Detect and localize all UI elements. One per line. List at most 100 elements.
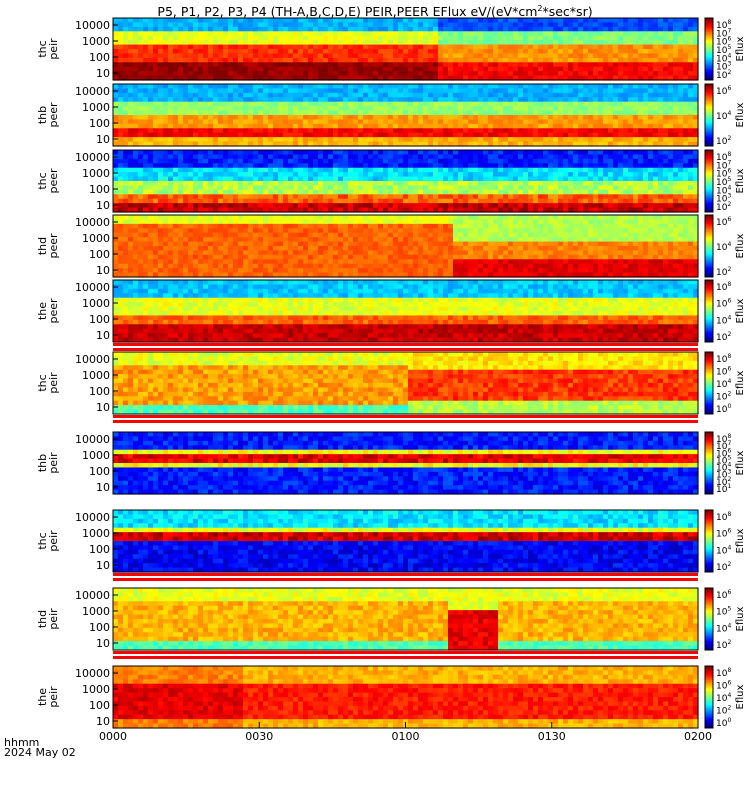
heatmap-cell: [548, 18, 554, 23]
heatmap-cell: [188, 119, 194, 124]
heatmap-cell: [328, 27, 334, 32]
heatmap-cell: [413, 36, 419, 41]
heatmap-cell: [618, 27, 624, 32]
heatmap-cell: [688, 71, 694, 76]
heatmap-cell: [173, 31, 179, 36]
heatmap-cell: [178, 71, 184, 76]
heatmap-cell: [128, 137, 134, 142]
heatmap-cell: [623, 36, 629, 41]
heatmap-cell: [518, 49, 524, 54]
heatmap-cell: [398, 53, 404, 58]
heatmap-cell: [233, 67, 239, 72]
heatmap-cell: [383, 31, 389, 36]
heatmap-cell: [163, 53, 169, 58]
heatmap-cell: [673, 27, 679, 32]
heatmap-cell: [158, 58, 164, 63]
heatmap-cell: [243, 58, 249, 63]
heatmap-cell: [333, 22, 339, 27]
heatmap-cell: [543, 36, 549, 41]
heatmap-cell: [638, 45, 644, 50]
heatmap-cell: [393, 67, 399, 72]
heatmap-cell: [648, 40, 654, 45]
heatmap-cell: [163, 88, 169, 93]
heatmap-cell: [348, 49, 354, 54]
heatmap-cell: [688, 22, 694, 27]
heatmap-cell: [193, 102, 199, 107]
heatmap-cell: [503, 49, 509, 54]
heatmap-cell: [423, 53, 429, 58]
heatmap-cell: [473, 49, 479, 54]
heatmap-cell: [378, 49, 384, 54]
heatmap-cell: [183, 53, 189, 58]
heatmap-cell: [498, 40, 504, 45]
heatmap-cell: [538, 45, 544, 50]
heatmap-cell: [478, 62, 484, 67]
heatmap-cell: [498, 22, 504, 27]
heatmap-cell: [273, 22, 279, 27]
heatmap-cell: [623, 67, 629, 72]
heatmap-cell: [253, 27, 259, 32]
heatmap-cell: [558, 18, 564, 23]
heatmap-cell: [598, 40, 604, 45]
heatmap-cell: [203, 62, 209, 67]
heatmap-cell: [523, 40, 529, 45]
heatmap-cell: [308, 45, 314, 50]
heatmap-cell: [338, 62, 344, 67]
heatmap-cell: [413, 45, 419, 50]
heatmap-cell: [328, 53, 334, 58]
heatmap-cell: [138, 58, 144, 63]
heatmap-cell: [158, 31, 164, 36]
heatmap-cell: [178, 106, 184, 111]
heatmap-cell: [233, 40, 239, 45]
heatmap-cell: [548, 62, 554, 67]
heatmap-cell: [393, 71, 399, 76]
heatmap-cell: [463, 18, 469, 23]
heatmap-cell: [638, 18, 644, 23]
heatmap-cell: [133, 31, 139, 36]
heatmap-cell: [253, 40, 259, 45]
heatmap-cell: [388, 31, 394, 36]
heatmap-cell: [223, 53, 229, 58]
heatmap-cell: [163, 106, 169, 111]
heatmap-cell: [118, 84, 124, 89]
heatmap-cell: [633, 49, 639, 54]
heatmap-cell: [133, 102, 139, 107]
heatmap-cell: [628, 53, 634, 58]
heatmap-cell: [133, 111, 139, 116]
heatmap-cell: [193, 62, 199, 67]
heatmap-cell: [333, 40, 339, 45]
heatmap-cell: [153, 106, 159, 111]
heatmap-cell: [198, 36, 204, 41]
heatmap-cell: [543, 40, 549, 45]
heatmap-cell: [248, 62, 254, 67]
heatmap-cell: [143, 88, 149, 93]
heatmap-cell: [313, 36, 319, 41]
heatmap-cell: [128, 36, 134, 41]
heatmap-cell: [133, 137, 139, 142]
heatmap-cell: [333, 36, 339, 41]
heatmap-cell: [458, 58, 464, 63]
heatmap-cell: [113, 102, 119, 107]
heatmap-cell: [618, 22, 624, 27]
heatmap-cell: [143, 111, 149, 116]
heatmap-cell: [173, 18, 179, 23]
heatmap-cell: [623, 40, 629, 45]
heatmap-cell: [173, 27, 179, 32]
heatmap-cell: [398, 18, 404, 23]
heatmap-cell: [118, 128, 124, 133]
heatmap-cell: [308, 53, 314, 58]
heatmap-cell: [678, 18, 684, 23]
heatmap-cell: [198, 62, 204, 67]
heatmap-cell: [203, 22, 209, 27]
heatmap-cell: [653, 31, 659, 36]
heatmap-cell: [623, 62, 629, 67]
heatmap-cell: [163, 111, 169, 116]
heatmap-cell: [258, 67, 264, 72]
heatmap-cell: [558, 58, 564, 63]
heatmap-cell: [488, 36, 494, 41]
heatmap-cell: [313, 67, 319, 72]
heatmap-cell: [528, 22, 534, 27]
heatmap-cell: [373, 53, 379, 58]
heatmap-cell: [348, 18, 354, 23]
heatmap-cell: [628, 45, 634, 50]
